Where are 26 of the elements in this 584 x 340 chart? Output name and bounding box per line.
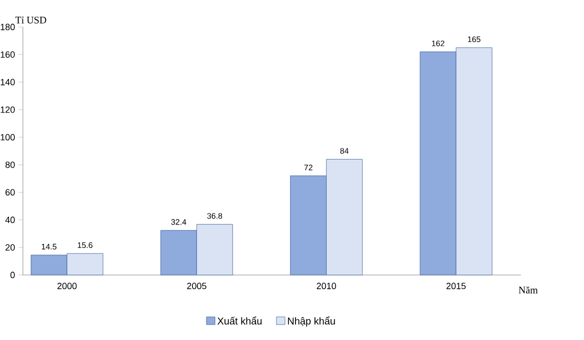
data-label: 15.6: [78, 242, 92, 248]
data-label: 14.5: [42, 244, 56, 250]
x-tick-label: 2005: [187, 282, 206, 290]
data-label: 165: [468, 36, 480, 42]
y-tick-label: 120: [0, 106, 15, 113]
y-tick-label: 80: [6, 162, 15, 168]
data-label: 72: [304, 164, 312, 170]
y-tick-label: 20: [6, 244, 15, 251]
y-tick-label: 140: [0, 78, 15, 86]
x-axis-title: Năm: [518, 286, 538, 294]
y-tick-label: 0: [10, 272, 15, 278]
y-axis-title: Tỉ USD: [15, 16, 46, 24]
y-tick-label: 40: [5, 216, 15, 224]
x-tick-label: 2000: [57, 282, 77, 290]
legend-label: Nhập khẩu: [288, 316, 335, 327]
legend-label: Xuất khẩu: [217, 316, 262, 325]
y-tick-label: 160: [0, 51, 15, 58]
y-tick-label: 60: [6, 189, 15, 196]
y-tick-label: 180: [0, 24, 15, 30]
data-label: 32.4: [171, 219, 186, 225]
data-label: 36.8: [207, 213, 222, 219]
x-tick-label: 2015: [446, 282, 466, 290]
x-tick-label: 2010: [316, 282, 336, 290]
y-tick-label: 100: [0, 134, 15, 140]
data-label: 84: [340, 148, 349, 154]
data-label: 162: [432, 40, 444, 46]
